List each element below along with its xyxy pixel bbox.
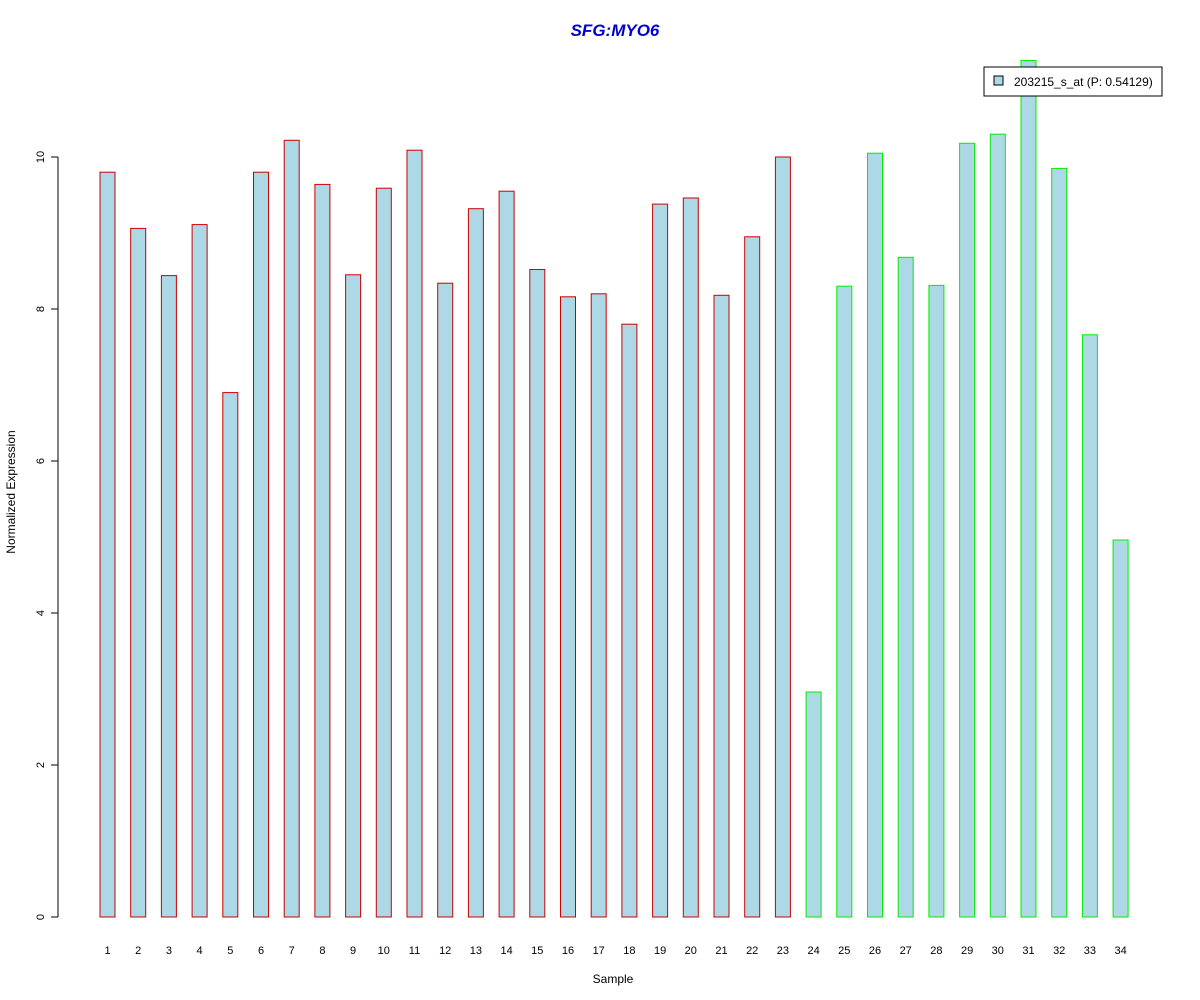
x-tick-label: 10	[378, 945, 390, 957]
x-tick-label: 20	[685, 945, 697, 957]
chart-title: SFG:MYO6	[571, 21, 660, 40]
x-tick-label: 21	[715, 945, 727, 957]
y-tick-label: 10	[35, 151, 47, 163]
bars-group	[99, 60, 1129, 918]
x-tick-label: 18	[623, 945, 635, 957]
bar-sample-20	[682, 197, 699, 918]
bar-sample-10	[375, 187, 392, 918]
x-tick-label: 17	[593, 945, 605, 957]
bar-sample-30	[989, 133, 1006, 918]
bar-sample-16	[560, 296, 576, 918]
legend-label: 203215_s_at (P: 0.54129)	[1014, 75, 1153, 89]
bar-sample-32	[1051, 167, 1068, 918]
bar-sample-28	[928, 284, 945, 918]
bar-sample-13	[467, 208, 484, 918]
y-axis-title: Normalized Expression	[4, 430, 18, 553]
bar-sample-25	[836, 285, 853, 918]
bar-sample-15	[529, 269, 546, 918]
x-tick-label: 12	[439, 945, 451, 957]
x-tick-label: 16	[562, 945, 574, 957]
x-tick-label: 31	[1022, 945, 1034, 957]
bar-sample-23	[774, 156, 791, 918]
bar-sample-34	[1112, 539, 1129, 918]
bar-sample-2	[130, 227, 147, 918]
y-tick-label: 6	[35, 458, 47, 464]
x-tick-labels: 1 2 3 4 5 6 7 8 9 10 11 12 13 14 15 16 17 18 19 20 21 22 23 24 2…	[104, 945, 1126, 957]
x-tick-label: 11	[409, 945, 420, 957]
x-tick-label: 23	[777, 945, 789, 957]
x-tick-label: 3	[166, 945, 172, 957]
bar-sample-33	[1081, 334, 1098, 918]
bar-sample-18	[621, 323, 638, 918]
x-tick-label: 30	[992, 945, 1004, 957]
x-tick-label: 24	[807, 945, 819, 957]
bar-sample-24	[805, 691, 822, 918]
x-tick-label: 7	[289, 945, 295, 957]
legend-box	[983, 66, 1163, 97]
bar-sample-26	[867, 152, 883, 918]
bar-sample-9	[345, 274, 362, 918]
bar-sample-1	[99, 171, 116, 918]
bar-sample-3	[160, 275, 177, 918]
y-tick-label: 4	[35, 610, 47, 616]
bar-sample-6	[253, 171, 269, 918]
x-tick-label: 13	[470, 945, 482, 957]
x-tick-label: 6	[258, 945, 264, 957]
x-tick-label: 22	[746, 945, 758, 957]
x-tick-label: 8	[319, 945, 325, 957]
x-tick-label: 2	[135, 945, 141, 957]
x-axis-title: Sample	[593, 972, 634, 986]
x-tick-label: 4	[197, 945, 203, 957]
bar-sample-8	[314, 183, 331, 918]
x-tick-label: 34	[1114, 945, 1126, 957]
y-tick-label: 8	[35, 306, 47, 312]
bar-sample-29	[959, 142, 976, 918]
x-tick-label: 27	[900, 945, 912, 957]
x-tick-label: 9	[350, 945, 356, 957]
bar-sample-14	[498, 190, 515, 918]
legend: 203215_s_at (P: 0.54129)	[983, 66, 1163, 97]
x-tick-label: 19	[654, 945, 666, 957]
x-tick-label: 28	[930, 945, 942, 957]
x-tick-label: 26	[869, 945, 881, 957]
y-tick-label: 2	[35, 762, 47, 768]
bar-sample-21	[713, 294, 730, 918]
x-tick-label: 14	[500, 945, 512, 957]
bar-sample-5	[222, 392, 239, 918]
x-tick-label: 33	[1084, 945, 1096, 957]
x-tick-label: 5	[227, 945, 233, 957]
bar-sample-11	[406, 149, 423, 918]
bar-sample-22	[744, 236, 761, 918]
bar-sample-17	[590, 293, 607, 918]
bar-sample-12	[437, 282, 454, 918]
x-tick-label: 15	[531, 945, 543, 957]
legend-swatch	[993, 75, 1004, 86]
x-tick-label: 32	[1053, 945, 1065, 957]
x-tick-label: 1	[104, 945, 110, 957]
bar-sample-27	[897, 256, 914, 918]
y-axis: 0 2 4 6 8 10	[35, 151, 59, 920]
bar-sample-31	[1020, 60, 1037, 918]
bar-sample-7	[283, 139, 300, 918]
x-tick-label: 29	[961, 945, 973, 957]
bar-sample-19	[652, 203, 669, 918]
bar-sample-4	[191, 224, 208, 918]
y-tick-label: 0	[35, 914, 47, 920]
x-tick-label: 25	[838, 945, 850, 957]
